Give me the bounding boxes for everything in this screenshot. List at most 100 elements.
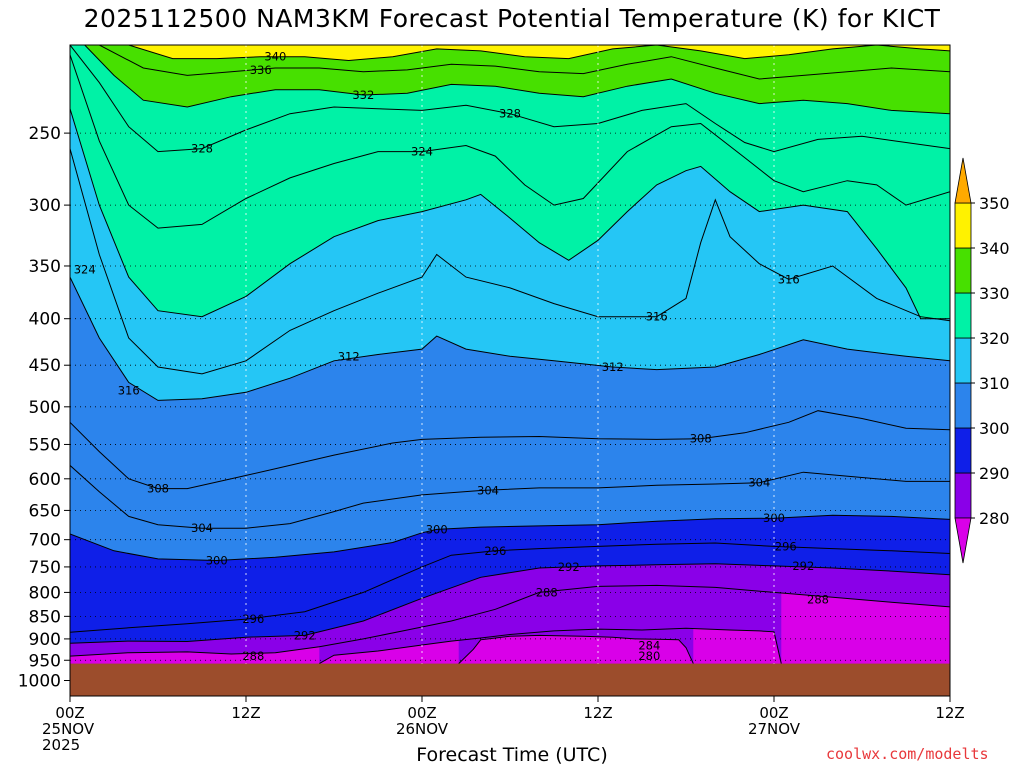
y-tick-label: 400 (29, 310, 61, 330)
colorbar-top-arrow (954, 157, 972, 204)
x-tick-label: 00Z (55, 704, 84, 722)
y-tick-label: 500 (29, 398, 61, 418)
y-tick-label: 250 (29, 124, 61, 144)
colorbar-segment (954, 337, 972, 384)
contour-label-288: 288 (242, 649, 264, 663)
colorbar-bottom-arrow (954, 517, 972, 564)
contour-line-288 (70, 584, 950, 657)
contour-line-312 (70, 276, 950, 401)
y-tick-label: 900 (29, 630, 61, 650)
contour-label-292: 292 (792, 559, 814, 573)
contour-label-316: 316 (778, 272, 800, 286)
x-tick-label: 12Z (583, 704, 612, 722)
y-tick-label: 350 (29, 257, 61, 277)
contour-fill-340 (128, 45, 950, 61)
colorbar-segment (954, 382, 972, 429)
x-tick-label: 27NOV (748, 720, 801, 738)
contour-line-292 (70, 563, 950, 644)
x-tick-label: 2025 (42, 736, 80, 754)
contour-label-300: 300 (426, 522, 448, 536)
y-axis: 250 300 350 400 450 500 550 600 650 700 750 800 850 9… (18, 124, 70, 692)
y-tick-label: 1000 (18, 672, 61, 692)
filled-contours (70, 45, 950, 696)
colorbar-label: 300 (979, 419, 1010, 438)
x-tick-label: 00Z (407, 704, 436, 722)
y-tick-label: 850 (29, 607, 61, 627)
y-tick-label: 750 (29, 558, 61, 578)
contour-label-308: 308 (690, 432, 712, 446)
plot-frame (69, 44, 951, 697)
y-tick-label: 800 (29, 583, 61, 603)
contour-line-280 (458, 634, 694, 664)
contour-label-324: 324 (411, 145, 433, 159)
y-tick-label: 600 (29, 470, 61, 490)
contour-label-316: 316 (118, 384, 140, 398)
colorbar-label: 310 (979, 374, 1010, 393)
x-tick-label: 26NOV (396, 720, 449, 738)
contour-label-324: 324 (74, 262, 96, 276)
y-tick-label: 700 (29, 531, 61, 551)
y-tick-label: 650 (29, 501, 61, 521)
credit-link[interactable]: coolwx.com/modelts (826, 745, 989, 763)
x-tick-label: 12Z (935, 704, 964, 722)
contour-label-284: 284 (638, 638, 660, 652)
contour-label-296: 296 (484, 544, 506, 558)
contour-line-328 (70, 45, 950, 153)
contour-label-312: 312 (602, 360, 624, 374)
colorbar-label: 350 (979, 194, 1010, 213)
contour-label-288: 288 (536, 585, 558, 599)
contour-label-304: 304 (191, 521, 213, 535)
contour-label-300: 300 (206, 554, 228, 568)
contour-label-296: 296 (775, 539, 797, 553)
contour-line-284 (319, 627, 782, 665)
contour-line-320 (70, 108, 950, 320)
colorbar-segment (954, 202, 972, 249)
colorbar-label: 320 (979, 329, 1010, 348)
x-tick-label: 00Z (759, 704, 788, 722)
contour-label-288: 288 (807, 592, 829, 606)
x-tick-label: 12Z (231, 704, 260, 722)
contour-lines (70, 45, 950, 665)
contour-label-280: 280 (638, 649, 660, 663)
contour-line-324 (70, 54, 950, 229)
colorbar: 280 290 300 310 320 330 340 350 (954, 157, 1010, 564)
contour-label-296: 296 (242, 612, 264, 626)
y-tick-label: 450 (29, 356, 61, 376)
contour-label-308: 308 (147, 482, 169, 496)
y-tick-label: 550 (29, 435, 61, 455)
colorbar-label: 330 (979, 284, 1010, 303)
x-axis-label: Forecast Time (UTC) (416, 744, 608, 766)
contour-label-332: 332 (352, 88, 374, 102)
colorbar-segment (954, 247, 972, 294)
x-tick-label: 25NOV (42, 720, 95, 738)
contour-line-332 (84, 45, 950, 115)
contour-label-312: 312 (338, 349, 360, 363)
contour-label-292: 292 (294, 628, 316, 642)
contour-label-304: 304 (477, 483, 499, 497)
contour-line-336 (99, 45, 950, 80)
colorbar-label: 290 (979, 464, 1010, 483)
colorbar-label: 280 (979, 509, 1010, 528)
contour-label-336: 336 (250, 63, 272, 77)
colorbar-segment (954, 472, 972, 519)
colorbar-label: 340 (979, 239, 1010, 258)
contour-label-328: 328 (499, 107, 521, 121)
colorbar-segment (954, 427, 972, 474)
contour-line-340 (128, 45, 950, 62)
grid-lines (70, 45, 950, 696)
contour-line-304 (70, 465, 950, 529)
contour-label-292: 292 (558, 560, 580, 574)
contour-line-308 (70, 410, 950, 490)
y-tick-label: 300 (29, 196, 61, 216)
contour-label-328: 328 (191, 142, 213, 156)
contour-line-296 (70, 542, 950, 633)
contour-label-316: 316 (646, 310, 668, 324)
colorbar-segment (954, 292, 972, 339)
contour-label-300: 300 (763, 511, 785, 525)
chart-title: 2025112500 NAM3KM Forecast Potential Tem… (83, 4, 941, 33)
contour-line-316 (70, 148, 950, 375)
contour-line-300 (70, 514, 950, 562)
